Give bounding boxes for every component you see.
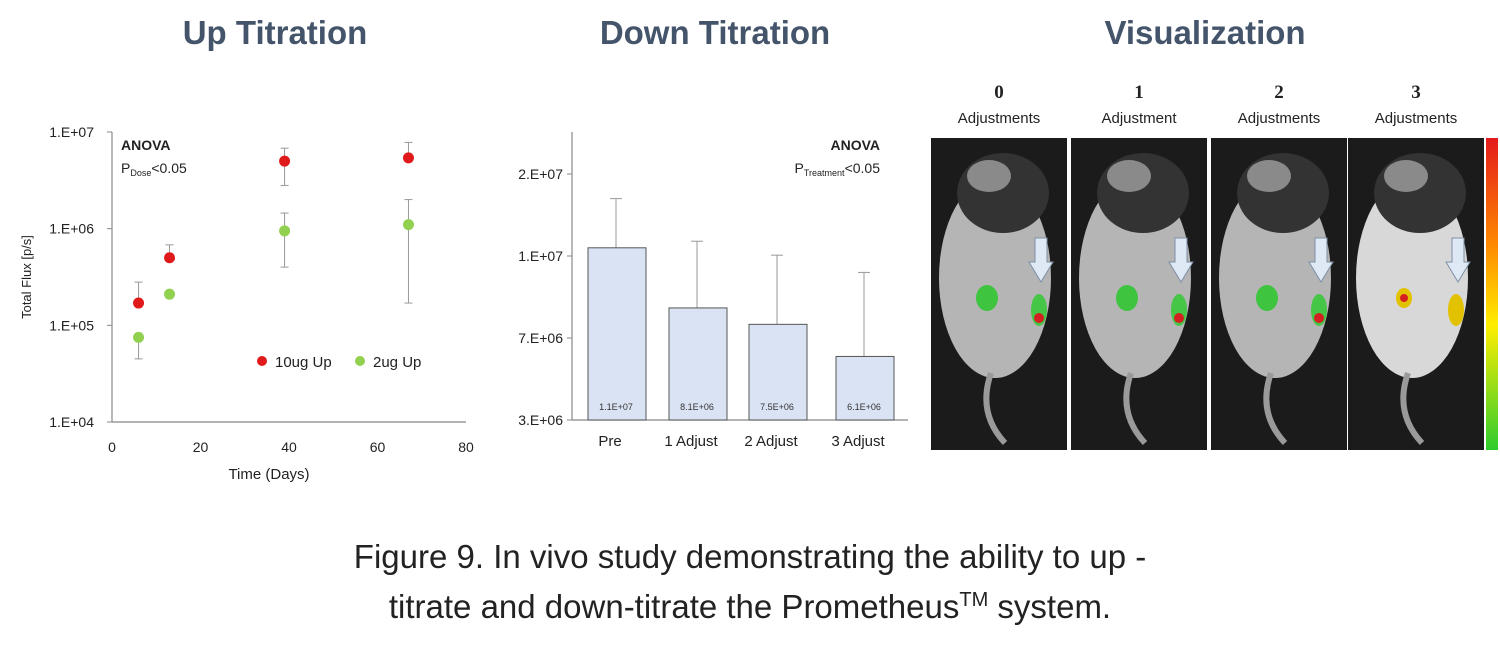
legend-marker	[257, 356, 267, 366]
signal-hotspot	[1400, 294, 1408, 302]
mouse-head	[1384, 160, 1428, 192]
bar-value-label: 7.5E+06	[760, 402, 794, 412]
signal-spot	[976, 285, 998, 311]
legend-marker	[355, 356, 365, 366]
caption-text-b: system.	[988, 588, 1112, 625]
x-category-label: Pre	[598, 433, 621, 450]
data-point	[402, 219, 414, 231]
bar-value-label: 1.1E+07	[599, 402, 633, 412]
x-tick-label: 20	[193, 439, 209, 455]
figure-caption-line1: Figure 9. In vivo study demonstrating th…	[353, 538, 1147, 575]
x-tick-label: 40	[281, 439, 297, 455]
data-point	[279, 225, 291, 237]
adjustment-number: 1	[1134, 82, 1144, 103]
anova-label: ANOVA	[830, 137, 880, 153]
trademark-mark: TM	[959, 589, 989, 611]
mouse-tail	[983, 372, 1008, 446]
adjustment-number: 0	[994, 82, 1004, 103]
y-tick-label: 1.E+04	[49, 414, 94, 430]
data-point	[133, 297, 145, 309]
anova-label: ANOVA	[121, 137, 171, 153]
y-tick-label: 1.E+05	[49, 317, 94, 333]
bar	[835, 355, 895, 421]
data-point	[164, 288, 176, 300]
y-axis-label: Total Flux [p/s]	[19, 235, 34, 319]
p-value-annotation: PDose<0.05	[121, 160, 187, 178]
data-point	[164, 252, 176, 264]
data-point	[402, 152, 414, 164]
signal-hotspot	[1174, 313, 1184, 323]
mouse-tail	[1263, 372, 1288, 446]
y-tick-label: 1.E+07	[49, 124, 94, 140]
mouse-tail	[1400, 372, 1425, 446]
adjustment-number: 2	[1274, 82, 1284, 103]
signal-hotspot	[1314, 313, 1324, 323]
bar	[668, 307, 728, 421]
adjustment-label: Adjustment	[1101, 110, 1177, 127]
arrow-icon	[1168, 237, 1194, 283]
caption-text-a: titrate and down-titrate the Prometheus	[388, 588, 960, 625]
mouse-head	[1107, 160, 1151, 192]
visualization-panel: 0 Adjustments 1 Adjustment 2 Adjustments 3 Adju…	[931, 82, 1498, 450]
visualization-title: Visualization	[1104, 14, 1306, 51]
x-category-label: 1 Adjust	[664, 433, 718, 450]
figure-caption-line2: titrate and down-titrate the PrometheusT…	[0, 588, 1500, 626]
up-titration-title: Up Titration	[182, 14, 368, 51]
data-point	[133, 331, 145, 343]
x-axis-label: Time (Days)	[228, 466, 309, 483]
y-tick-label: 7.E+06	[518, 330, 563, 346]
x-category-label: 2 Adjust	[744, 433, 798, 450]
down-titration-title: Down Titration	[599, 14, 831, 51]
x-tick-label: 0	[108, 439, 116, 455]
arrow-icon	[1028, 237, 1054, 283]
bar	[587, 247, 647, 421]
bar-value-label: 8.1E+06	[680, 402, 714, 412]
mouse-head	[1247, 160, 1291, 192]
arrow-icon	[1445, 237, 1471, 283]
mouse-head	[967, 160, 1011, 192]
legend-label: 2ug Up	[373, 354, 421, 371]
arrow-icon	[1308, 237, 1334, 283]
y-tick-label: 3.E+06	[518, 412, 563, 428]
signal-spot	[1448, 294, 1464, 326]
mouse-tail	[1123, 372, 1148, 446]
y-tick-label: 2.E+07	[518, 166, 563, 182]
x-tick-label: 80	[458, 439, 474, 455]
legend-label: 10ug Up	[275, 354, 332, 371]
data-point	[279, 155, 291, 167]
p-value-annotation: PTreatment<0.05	[795, 160, 881, 178]
x-tick-label: 60	[370, 439, 386, 455]
color-scale-bar	[1486, 138, 1498, 450]
signal-spot	[1256, 285, 1278, 311]
signal-hotspot	[1034, 313, 1044, 323]
x-category-label: 3 Adjust	[831, 433, 885, 450]
adjustment-label: Adjustments	[958, 110, 1041, 127]
adjustment-number: 3	[1411, 82, 1421, 103]
y-tick-label: 1.E+06	[49, 221, 94, 237]
bar-value-label: 6.1E+06	[847, 402, 881, 412]
adjustment-label: Adjustments	[1238, 110, 1321, 127]
down-titration-chart: 3.E+06 7.E+06 1.E+07 2.E+07 1.1E+07 Pre 8.1E+0…	[518, 132, 908, 450]
signal-spot	[1116, 285, 1138, 311]
bar	[748, 323, 808, 421]
adjustment-label: Adjustments	[1375, 110, 1458, 127]
y-tick-label: 1.E+07	[518, 248, 563, 264]
up-titration-chart: 1.E+04 1.E+05 1.E+06 1.E+07 0 20 40 60 80 Time (D…	[19, 124, 474, 483]
